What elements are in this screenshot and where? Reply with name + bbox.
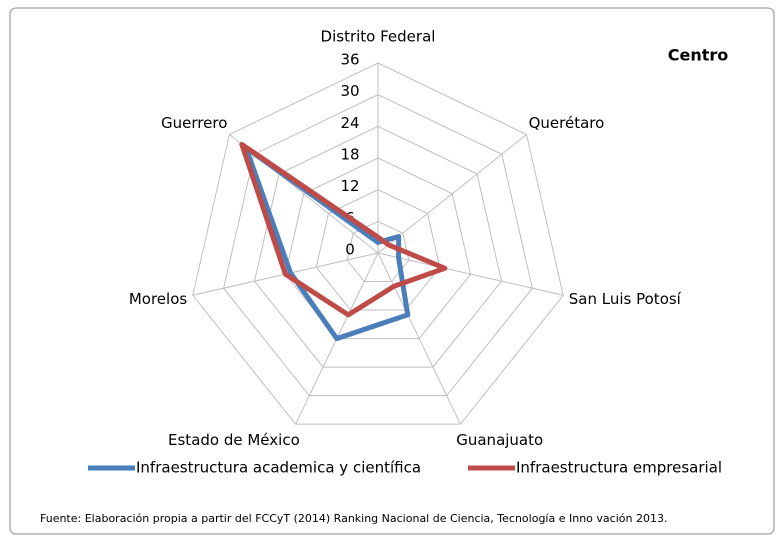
y-tick-label: 36 [340, 51, 359, 69]
grid-line [346, 220, 410, 283]
y-tick-label: 24 [340, 114, 359, 132]
category-label: Estado de México [168, 431, 300, 449]
legend-label: Infraestructura empresarial [516, 459, 722, 477]
category-label: Guanajuato [456, 431, 543, 449]
chart-title: Centro [668, 46, 729, 65]
grid-line [284, 157, 472, 340]
spoke [377, 252, 461, 425]
grid-line [253, 125, 503, 368]
y-tick-label: 12 [340, 177, 359, 195]
chart-border [9, 7, 775, 535]
category-label: Distrito Federal [321, 28, 436, 46]
grid-line [223, 94, 533, 397]
grid-line [192, 62, 564, 425]
series-line [243, 145, 411, 342]
grid-line [315, 189, 441, 311]
legend-label: Infraestructura academica y científica [136, 459, 421, 477]
category-label: San Luis Potosí [569, 290, 682, 308]
category-label: Querétaro [529, 114, 605, 132]
y-tick-label: 18 [340, 146, 359, 164]
category-label: Morelos [129, 290, 188, 308]
category-label: Guerrero [161, 114, 227, 132]
spoke [377, 134, 527, 254]
series-line [239, 141, 448, 318]
y-tick-label: 0 [345, 241, 355, 259]
spoke [377, 252, 564, 296]
source-note: Fuente: Elaboración propia a partir del … [40, 512, 667, 525]
y-tick-label: 30 [340, 82, 359, 100]
